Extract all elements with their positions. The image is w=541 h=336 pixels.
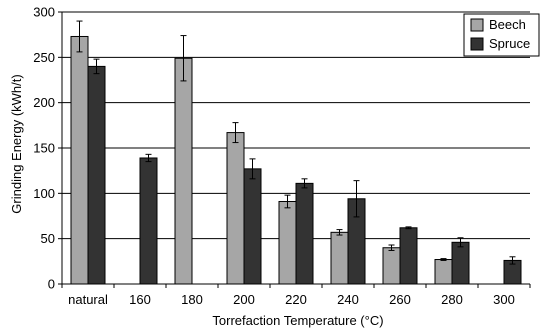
bar-spruce (87, 65, 106, 285)
legend: Beech Spruce (463, 13, 540, 57)
y-axis-title: Grinding Energy (kWh/t) (9, 74, 24, 213)
bars (70, 35, 522, 285)
y-tick-label: 200 (33, 95, 55, 110)
x-tick-label: 200 (233, 292, 255, 307)
bar-beech (382, 247, 401, 285)
bar-beech (226, 132, 245, 285)
x-tick-label: 300 (493, 292, 515, 307)
error-bars (76, 20, 516, 265)
x-tick-label: 260 (389, 292, 411, 307)
legend-swatch-spruce (470, 37, 484, 51)
bar-beech (174, 57, 193, 285)
y-tick-label: 50 (41, 231, 55, 246)
axes (58, 11, 531, 288)
legend-label-spruce: Spruce (489, 36, 530, 51)
bar-beech (434, 259, 453, 285)
bar-beech (70, 35, 89, 285)
x-tick-label: 280 (441, 292, 463, 307)
x-tick-label: 180 (181, 292, 203, 307)
bar-spruce (295, 182, 314, 285)
legend-swatch-beech (470, 18, 484, 32)
y-tick-label: 150 (33, 141, 55, 156)
x-tick-label: natural (68, 292, 108, 307)
y-tick-label: 300 (33, 5, 55, 20)
y-tick-label: 100 (33, 186, 55, 201)
y-tick-label: 0 (48, 277, 55, 292)
x-tick-label: 240 (337, 292, 359, 307)
legend-label-beech: Beech (489, 17, 526, 32)
bar-spruce (399, 227, 418, 285)
bar-spruce (451, 241, 470, 285)
tick-labels: 0 50 100 150 200 250 300 natural 160 180 200 220 240… (33, 5, 515, 308)
bar-spruce (139, 157, 158, 285)
bar-beech (330, 231, 349, 285)
bar-beech (278, 200, 297, 285)
bar-spruce (243, 168, 262, 285)
x-tick-label: 220 (285, 292, 307, 307)
x-tick-label: 160 (129, 292, 151, 307)
y-tick-label: 250 (33, 50, 55, 65)
x-axis-title: Torrefaction Temperature (°C) (212, 313, 383, 328)
